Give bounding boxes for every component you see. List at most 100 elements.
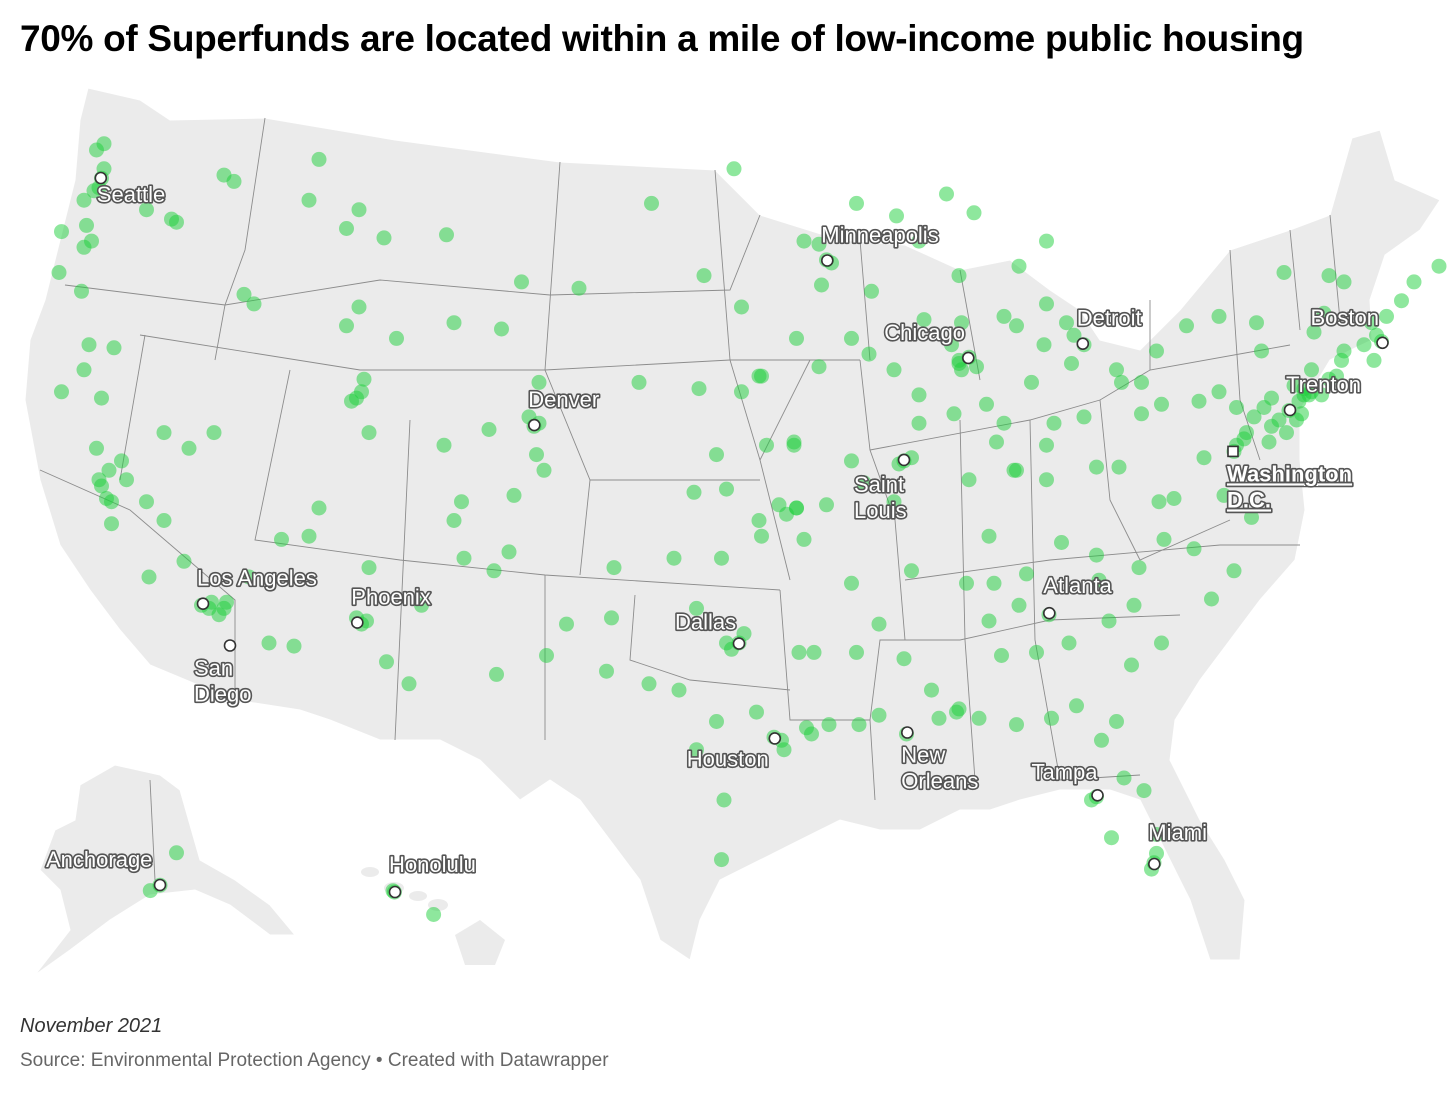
superfund-site-marker <box>401 676 417 692</box>
superfund-site-marker <box>1306 324 1322 340</box>
superfund-site-marker <box>1406 274 1422 290</box>
superfund-site-marker <box>849 644 864 660</box>
superfund-site-marker <box>89 440 104 456</box>
superfund-site-marker <box>339 221 354 236</box>
superfund-site-marker <box>236 286 252 302</box>
superfund-site-marker <box>1154 635 1169 651</box>
superfund-site-marker <box>54 384 69 400</box>
superfund-site-marker <box>689 600 704 616</box>
superfund-site-marker <box>1166 491 1182 506</box>
superfund-site-marker <box>79 217 94 233</box>
superfund-site-marker <box>51 265 67 280</box>
city-minneapolis: Minneapolis <box>820 221 940 267</box>
superfund-site-marker <box>1304 362 1319 378</box>
city-label: Dallas <box>675 610 736 635</box>
superfund-site-marker <box>791 644 807 660</box>
superfund-site-marker <box>454 494 469 510</box>
superfund-site-marker <box>241 569 257 585</box>
superfund-site-marker <box>139 494 154 510</box>
city-label: Trenton <box>1286 372 1361 397</box>
superfund-site-marker <box>311 151 327 167</box>
superfund-site-marker <box>671 682 687 698</box>
superfund-site-marker <box>1091 572 1107 588</box>
city-marker <box>196 597 210 611</box>
superfund-site-marker <box>796 233 812 249</box>
superfund-site-marker <box>946 406 962 422</box>
superfund-site-marker <box>606 560 622 576</box>
superfund-site-marker <box>1261 434 1277 450</box>
city-los-angeles: Los Angeles <box>195 564 318 611</box>
city-label: Chicago <box>884 320 965 345</box>
superfund-site-marker <box>91 472 107 488</box>
city-label: Boston <box>1311 305 1380 330</box>
superfund-site-marker <box>904 563 919 579</box>
superfund-site-marker <box>789 500 804 516</box>
city-marker <box>900 726 914 739</box>
superfund-site-marker <box>274 531 289 547</box>
superfund-site-marker <box>716 792 732 808</box>
superfund-site-marker <box>1191 393 1207 409</box>
superfund-site-marker <box>1211 308 1227 324</box>
superfund-site-marker <box>1029 644 1044 660</box>
superfund-site-marker <box>776 742 792 758</box>
superfund-site-marker <box>119 472 134 488</box>
superfund-site-marker <box>599 663 614 679</box>
superfund-site-marker <box>1134 374 1149 390</box>
superfund-site-marker <box>979 396 994 412</box>
superfund-site-marker <box>169 214 184 230</box>
city-marker <box>94 171 108 185</box>
superfund-site-marker <box>1069 698 1084 714</box>
superfund-site-marker <box>211 607 227 623</box>
superfund-site-marker <box>796 531 812 547</box>
superfund-site-marker <box>944 337 959 353</box>
superfund-site-marker <box>736 626 752 642</box>
superfund-site-marker <box>1336 274 1352 290</box>
superfund-site-marker <box>804 726 819 742</box>
superfund-site-marker <box>1089 547 1104 563</box>
superfund-site-marker <box>1226 563 1242 579</box>
superfund-site-marker <box>1239 425 1254 441</box>
city-boston: Boston <box>1309 303 1389 350</box>
superfund-site-marker <box>1009 318 1024 334</box>
superfund-site-marker <box>1291 393 1307 409</box>
city-marker <box>1283 403 1297 417</box>
superfund-site-marker <box>1229 400 1244 415</box>
superfund-site-marker <box>811 359 827 375</box>
city-markers: Seattle Minneapolis Boston Detroit Chicago Tr… <box>44 171 1389 899</box>
superfund-site-marker <box>754 528 769 544</box>
superfund-site-marker <box>1256 400 1272 415</box>
superfund-site-marker <box>379 654 394 670</box>
superfund-site-marker <box>1009 717 1024 733</box>
superfund-site-marker <box>1186 541 1202 557</box>
superfund-site-marker <box>169 845 184 861</box>
superfund-site-marker <box>301 528 317 544</box>
superfund-site-marker <box>631 374 647 390</box>
city-saint-louis: Saint Louis <box>852 453 911 525</box>
superfund-site-marker <box>156 513 172 528</box>
superfund-site-marker <box>506 487 522 503</box>
city-marker <box>223 639 237 652</box>
superfund-map: Seattle Minneapolis Boston Detroit Chicago Tr… <box>24 87 1447 976</box>
city-marker <box>1148 857 1161 871</box>
contiguous-us-land <box>24 87 1441 961</box>
superfund-site-marker <box>536 462 552 478</box>
city-san-diego: San Diego <box>192 639 253 708</box>
superfund-site-marker <box>889 208 904 224</box>
superfund-site-marker <box>994 648 1009 663</box>
superfund-site-marker <box>1394 293 1409 309</box>
superfund-site-marker <box>1246 409 1262 425</box>
city-marker <box>1091 788 1104 802</box>
superfund-site-marker <box>911 233 927 249</box>
city-label: Washington D.C. <box>1227 461 1352 512</box>
superfund-site-marker <box>1039 296 1054 312</box>
superfund-site-marker <box>1364 315 1379 331</box>
city-phoenix: Phoenix <box>350 583 432 629</box>
superfund-site-marker <box>489 666 504 682</box>
city-marker <box>961 351 975 365</box>
city-houston: Houston <box>685 732 782 773</box>
city-atlanta: Atlanta <box>1042 572 1114 620</box>
superfund-site-marker <box>954 315 969 331</box>
superfund-site-marker <box>1156 531 1172 547</box>
superfund-site-marker <box>871 707 887 723</box>
superfund-site-marker <box>74 283 89 299</box>
